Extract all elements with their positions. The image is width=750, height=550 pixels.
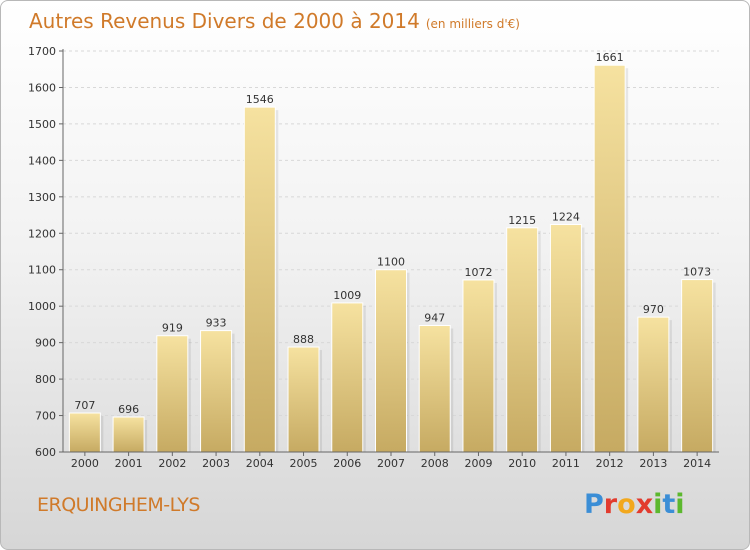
chart-title: Autres Revenus Divers de 2000 à 2014 <box>29 9 420 33</box>
x-tick-label: 2002 <box>158 457 186 470</box>
x-tick-label: 2003 <box>202 457 230 470</box>
y-tick-label: 1600 <box>28 81 56 94</box>
x-tick-label: 2009 <box>464 457 492 470</box>
y-tick-label: 1400 <box>28 154 56 167</box>
y-tick-label: 1500 <box>28 118 56 131</box>
logo-letter: r <box>603 489 618 520</box>
bar-2007[interactable] <box>375 269 407 453</box>
x-tick-label: 2011 <box>552 457 580 470</box>
commune-name: ERQUINGHEM-LYS <box>37 494 200 516</box>
x-tick-label: 2010 <box>508 457 536 470</box>
bar-value-label: 1072 <box>464 266 492 279</box>
y-tick-label: 1100 <box>28 264 56 277</box>
bar-value-label: 947 <box>424 312 445 325</box>
x-tick-label: 2012 <box>596 457 624 470</box>
bar-value-label: 933 <box>206 317 227 330</box>
x-tick-label: 2013 <box>639 457 667 470</box>
bar-2002[interactable] <box>156 335 189 453</box>
bar-2014[interactable] <box>681 279 714 453</box>
y-tick-label: 1300 <box>28 191 56 204</box>
bar-2008[interactable] <box>418 325 451 453</box>
bar-value-label: 1100 <box>377 256 405 269</box>
bar-2005[interactable] <box>287 346 320 453</box>
bar-2010[interactable] <box>506 227 539 453</box>
bar-2013[interactable] <box>637 316 670 453</box>
logo-letter: i <box>675 489 685 520</box>
logo-letter: x <box>635 489 654 520</box>
x-tick-label: 2004 <box>246 457 274 470</box>
x-tick-label: 2014 <box>683 457 711 470</box>
bar-2009[interactable] <box>462 279 495 453</box>
x-tick-label: 2006 <box>333 457 361 470</box>
x-tick-label: 2001 <box>115 457 143 470</box>
bar-2004[interactable] <box>243 106 276 453</box>
bar-value-label: 1009 <box>333 289 361 302</box>
bars-group: 707 696 919 933 1546 888 1009 1100 947 1072 1215 12… <box>68 51 716 453</box>
x-tick-label: 2005 <box>290 457 318 470</box>
proxiti-logo[interactable]: Proxiti <box>584 489 685 520</box>
x-tick-label: 2008 <box>421 457 449 470</box>
bar-2000[interactable] <box>68 412 101 453</box>
bar-2011[interactable] <box>549 224 582 453</box>
bar-value-label: 919 <box>162 322 183 335</box>
logo-letter: o <box>617 489 636 520</box>
y-tick-label: 800 <box>35 373 56 386</box>
bar-2006[interactable] <box>331 302 364 453</box>
bar-value-label: 1073 <box>683 266 711 279</box>
bar-2001[interactable] <box>112 416 145 453</box>
logo-letter: t <box>662 489 676 520</box>
bar-value-label: 1546 <box>246 93 274 106</box>
y-tick-label: 700 <box>35 410 56 423</box>
logo-letter: P <box>584 489 604 520</box>
bar-value-label: 1215 <box>508 214 536 227</box>
x-tick-label: 2007 <box>377 457 405 470</box>
bar-value-label: 696 <box>118 403 139 416</box>
chart-title-block: Autres Revenus Divers de 2000 à 2014 (en … <box>29 9 520 33</box>
bar-2012[interactable] <box>593 64 626 453</box>
bar-value-label: 1661 <box>596 51 624 64</box>
bar-value-label: 888 <box>293 333 314 346</box>
bar-value-label: 707 <box>74 399 95 412</box>
bar-value-label: 1224 <box>552 211 580 224</box>
y-tick-label: 1200 <box>28 227 56 240</box>
y-tick-label: 900 <box>35 337 56 350</box>
logo-letter: i <box>653 489 663 520</box>
y-tick-label: 1700 <box>28 45 56 58</box>
bar-value-label: 970 <box>643 303 664 316</box>
y-tick-label: 1000 <box>28 300 56 313</box>
bar-2003[interactable] <box>200 330 233 453</box>
y-tick-label: 600 <box>35 446 56 459</box>
chart-subtitle: (en milliers d'€) <box>425 17 520 31</box>
x-tick-label: 2000 <box>71 457 99 470</box>
axes-group: 600 700 800 900 1000 1100 1200 1300 1400 1500 1600… <box>28 45 719 470</box>
